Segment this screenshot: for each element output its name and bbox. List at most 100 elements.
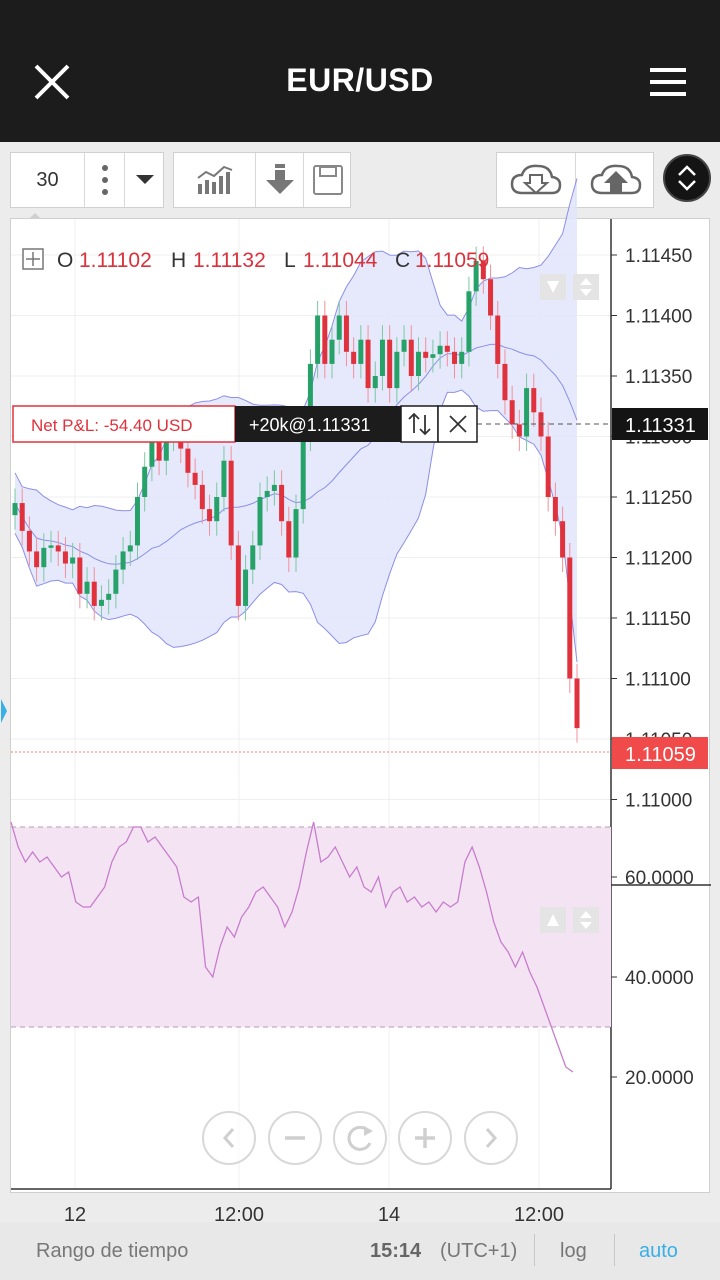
chevron-up-down-icon xyxy=(678,165,696,191)
interval-dropdown-button[interactable] xyxy=(125,153,165,207)
candle-body xyxy=(495,315,501,364)
candle-body xyxy=(41,547,47,568)
top-bar: EUR/USD xyxy=(0,0,720,142)
cloud-upload-icon xyxy=(590,164,641,195)
divider xyxy=(614,1234,615,1266)
interval-selector[interactable]: 30 xyxy=(11,153,85,207)
candle-body xyxy=(401,339,407,352)
time-range-button[interactable]: Rango de tiempo xyxy=(36,1240,189,1262)
chevron-right-icon xyxy=(485,1128,498,1148)
candle-body xyxy=(574,678,580,729)
scroll-left-button[interactable] xyxy=(202,1111,256,1165)
price-axis: 1.110001.110501.111001.111501.112001.112… xyxy=(611,246,692,812)
candle-body xyxy=(250,545,256,570)
candle-body xyxy=(149,442,155,467)
low-label: L xyxy=(284,249,296,272)
arrow-up-icon xyxy=(580,911,592,918)
order-box[interactable] xyxy=(235,406,401,442)
zoom-navigation-controls xyxy=(202,1111,518,1165)
candle-body xyxy=(113,569,119,594)
hamburger-menu-icon[interactable] xyxy=(646,64,690,100)
close-value: 1.11059 xyxy=(415,249,489,272)
time-tick-label: 12:00 xyxy=(214,1204,264,1226)
timezone-button[interactable]: (UTC+1) xyxy=(440,1240,518,1262)
save-icon xyxy=(313,165,343,195)
time-tick-label: 12 xyxy=(64,1204,86,1226)
cloud-download-button[interactable] xyxy=(497,153,576,207)
cloud-download-icon xyxy=(510,164,562,195)
candles-group xyxy=(12,246,580,743)
close-icon[interactable] xyxy=(30,60,74,104)
candle-body xyxy=(293,509,299,558)
candle-body xyxy=(408,339,414,376)
candle-body xyxy=(91,581,97,606)
high-label: H xyxy=(171,249,186,272)
more-options-button[interactable] xyxy=(85,153,125,207)
candle-body xyxy=(48,545,54,548)
candle-body xyxy=(214,497,220,522)
candle-body xyxy=(473,261,479,292)
candle-body xyxy=(62,551,68,564)
arrow-down-icon xyxy=(547,281,559,293)
tools-group xyxy=(173,152,351,208)
drag-handle-icon xyxy=(29,213,41,219)
candle-body xyxy=(243,569,249,606)
lower-band-line xyxy=(14,389,578,663)
reverse-position-button[interactable] xyxy=(400,405,439,443)
candle-body xyxy=(394,351,400,389)
reset-view-button[interactable] xyxy=(333,1111,387,1165)
position-price-text: 1.11331 xyxy=(625,415,696,437)
download-chart-button[interactable] xyxy=(256,153,304,207)
candle-body xyxy=(120,551,126,570)
indicators-button[interactable] xyxy=(174,153,256,207)
interval-value: 30 xyxy=(36,168,59,191)
candle-body xyxy=(560,521,566,558)
candle-body xyxy=(286,521,292,558)
candle-body xyxy=(567,557,573,679)
candle-body xyxy=(387,339,393,389)
candle-body xyxy=(336,315,342,340)
candle-body xyxy=(127,545,133,552)
scroll-right-button[interactable] xyxy=(464,1111,518,1165)
arrow-down-small-icon xyxy=(580,289,592,296)
candle-body xyxy=(372,376,378,389)
pane-maximize-button[interactable] xyxy=(573,274,599,300)
chart-canvas[interactable]: 1.110001.110501.111001.111501.112001.112… xyxy=(1,178,711,1226)
price-tick-label: 1.11150 xyxy=(625,609,691,630)
log-scale-toggle[interactable]: log xyxy=(560,1240,587,1262)
rsi-tick-label: 20.0000 xyxy=(625,1068,694,1089)
candle-body xyxy=(509,400,515,425)
candle-body xyxy=(300,436,306,510)
ohlc-legend: O 1.11102 H 1.11132 L 1.11044 C 1.11059 xyxy=(22,248,489,272)
chart-container[interactable]: 1.110001.110501.111001.111501.112001.112… xyxy=(1,178,711,1226)
scroll-marker-icon xyxy=(1,699,7,723)
candle-body xyxy=(26,530,32,552)
candle-body xyxy=(156,442,162,461)
rsi-pane-controls xyxy=(540,907,599,933)
candle-body xyxy=(343,315,349,352)
price-tick-label: 1.11200 xyxy=(625,549,692,570)
candle-body xyxy=(379,339,385,376)
open-label: O xyxy=(57,249,73,272)
candle-body xyxy=(459,351,465,364)
candle-body xyxy=(351,351,357,364)
save-button[interactable] xyxy=(304,153,352,207)
rsi-pane-maximize-button[interactable] xyxy=(573,907,599,933)
position-line[interactable]: Net P&L: -54.40 USD +20k@1.11331 1.11331 xyxy=(12,405,708,443)
candle-body xyxy=(142,466,148,497)
chevron-left-icon xyxy=(222,1128,235,1148)
candle-body xyxy=(55,545,61,552)
rsi-tick-label: 60.0000 xyxy=(625,868,694,889)
candle-body xyxy=(192,472,198,485)
candle-body xyxy=(221,460,227,497)
cloud-upload-button[interactable] xyxy=(576,153,655,207)
close-label: C xyxy=(395,249,410,272)
candle-body xyxy=(531,388,537,413)
auto-scale-toggle[interactable]: auto xyxy=(639,1240,678,1262)
arrow-up-icon xyxy=(547,914,559,926)
toggle-panel-button[interactable] xyxy=(663,154,711,202)
last-price-text: 1.11059 xyxy=(625,744,696,766)
price-tick-label: 1.11400 xyxy=(625,307,692,328)
candle-body xyxy=(264,490,270,497)
